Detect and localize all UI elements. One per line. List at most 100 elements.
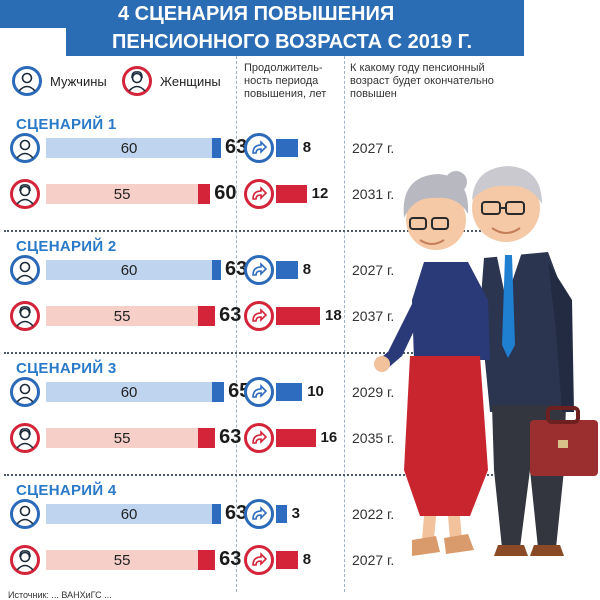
women-current-age: 55 xyxy=(113,308,131,325)
curved-arrow-icon xyxy=(244,255,274,285)
curved-arrow-icon xyxy=(244,179,274,209)
women-new-age: 60 xyxy=(214,182,237,204)
scenario-title: СЦЕНАРИЙ 1 xyxy=(16,116,117,133)
men-current-age: 60 xyxy=(120,506,138,523)
women-new-age: 63 xyxy=(219,426,242,448)
header-line: Продолжитель- xyxy=(244,62,323,74)
curved-arrow-icon xyxy=(244,377,274,407)
men-final-year: 2029 г. xyxy=(352,384,395,400)
men-period-bar xyxy=(276,261,298,279)
women-final-year: 2035 г. xyxy=(352,430,395,446)
section-divider xyxy=(4,230,524,232)
women-increase-bar xyxy=(198,428,216,448)
men-increase-bar xyxy=(212,504,221,524)
women-period-years: 12 xyxy=(311,185,329,202)
curved-arrow-icon xyxy=(244,133,274,163)
legend-men: Мужчины xyxy=(50,74,107,89)
men-final-year: 2022 г. xyxy=(352,506,395,522)
woman-avatar-icon xyxy=(10,301,40,331)
man-avatar-icon xyxy=(12,66,42,96)
curved-arrow-icon xyxy=(244,545,274,575)
men-new-age: 63 xyxy=(224,258,248,280)
legend-women: Женщины xyxy=(160,74,221,89)
footer-source: Источник: ... ВАНХиГС ... xyxy=(8,590,112,600)
men-period-years: 8 xyxy=(302,261,312,278)
women-increase-bar xyxy=(198,550,216,570)
men-increase-bar xyxy=(212,382,225,402)
page-title: 4 СЦЕНАРИЯ ПОВЫШЕНИЯ xyxy=(118,3,395,25)
man-avatar-icon xyxy=(10,255,40,285)
header-line: повышения, лет xyxy=(244,88,327,100)
women-period-bar xyxy=(276,551,298,569)
men-current-age: 60 xyxy=(120,384,138,401)
men-period-years: 3 xyxy=(291,505,300,522)
duration-column-header: Продолжитель- ность периода повышения, л… xyxy=(244,62,326,101)
page-subtitle: ПЕНСИОННОГО ВОЗРАСТА С 2019 Г. xyxy=(112,31,473,53)
women-base-age-bar xyxy=(46,550,199,570)
men-final-year: 2027 г. xyxy=(352,140,395,156)
men-base-age-bar xyxy=(46,382,213,402)
women-period-bar xyxy=(276,307,320,325)
men-current-age: 60 xyxy=(120,262,138,279)
elderly-woman-figure xyxy=(374,171,490,556)
man-avatar-icon xyxy=(10,377,40,407)
woman-avatar-icon xyxy=(10,179,40,209)
section-divider xyxy=(4,352,524,354)
men-increase-bar xyxy=(212,260,221,280)
men-final-year: 2027 г. xyxy=(352,262,395,278)
scenario-title: СЦЕНАРИЙ 2 xyxy=(16,238,117,255)
women-period-bar xyxy=(276,429,316,447)
men-new-age: 63 xyxy=(224,502,248,524)
men-period-bar xyxy=(276,505,287,523)
woman-avatar-icon xyxy=(10,423,40,453)
women-final-year: 2027 г. xyxy=(352,552,395,568)
column-divider xyxy=(236,56,237,592)
woman-avatar-icon xyxy=(122,66,152,96)
men-base-age-bar xyxy=(46,138,213,158)
men-base-age-bar xyxy=(46,504,213,524)
men-period-years: 8 xyxy=(302,139,312,156)
scenario-title: СЦЕНАРИЙ 4 xyxy=(16,482,117,499)
curved-arrow-icon xyxy=(244,499,274,529)
title-band xyxy=(0,0,524,28)
women-period-years: 8 xyxy=(302,551,312,568)
women-final-year: 2031 г. xyxy=(352,186,395,202)
women-period-years: 16 xyxy=(320,429,338,446)
women-base-age-bar xyxy=(46,428,199,448)
men-period-bar xyxy=(276,139,298,157)
women-increase-bar xyxy=(198,184,211,204)
women-final-year: 2037 г. xyxy=(352,308,395,324)
title-band xyxy=(66,28,524,56)
year-column-header: К какому году пенсионный возраст будет о… xyxy=(350,62,494,101)
header-line: повышен xyxy=(350,88,397,100)
women-new-age: 63 xyxy=(219,304,242,326)
men-period-bar xyxy=(276,383,303,401)
men-new-age: 63 xyxy=(224,136,248,158)
women-current-age: 55 xyxy=(113,186,131,203)
curved-arrow-icon xyxy=(244,301,274,331)
men-period-years: 10 xyxy=(307,383,324,400)
women-base-age-bar xyxy=(46,306,199,326)
scenario-title: СЦЕНАРИЙ 3 xyxy=(16,360,117,377)
men-increase-bar xyxy=(212,138,221,158)
column-divider xyxy=(344,56,345,592)
women-base-age-bar xyxy=(46,184,199,204)
men-current-age: 60 xyxy=(120,140,138,157)
header-line: К какому году пенсионный xyxy=(350,62,485,74)
women-current-age: 55 xyxy=(113,430,131,447)
section-divider xyxy=(4,474,524,476)
elderly-man-figure xyxy=(472,166,598,556)
women-new-age: 63 xyxy=(219,548,242,570)
header-line: ность периода xyxy=(244,75,319,87)
man-avatar-icon xyxy=(10,133,40,163)
header-line: возраст будет окончательно xyxy=(350,75,494,87)
curved-arrow-icon xyxy=(244,423,274,453)
women-period-bar xyxy=(276,185,307,203)
women-current-age: 55 xyxy=(113,552,131,569)
women-increase-bar xyxy=(198,306,216,326)
women-period-years: 18 xyxy=(325,307,342,324)
man-avatar-icon xyxy=(10,499,40,529)
woman-avatar-icon xyxy=(10,545,40,575)
